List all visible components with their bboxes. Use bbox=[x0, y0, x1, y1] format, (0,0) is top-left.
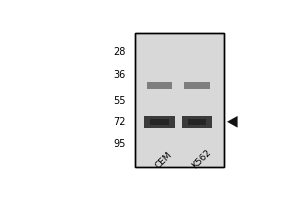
Text: CEM: CEM bbox=[153, 150, 173, 170]
Bar bbox=[182, 116, 212, 128]
Bar bbox=[151, 119, 169, 125]
Text: 28: 28 bbox=[113, 47, 126, 57]
Bar bbox=[147, 82, 172, 89]
Bar bbox=[135, 33, 224, 167]
Bar bbox=[135, 33, 224, 167]
Bar bbox=[184, 82, 209, 89]
Bar bbox=[145, 116, 175, 128]
Text: 55: 55 bbox=[113, 96, 126, 106]
Text: 72: 72 bbox=[113, 117, 126, 127]
Polygon shape bbox=[227, 116, 238, 128]
Text: K562: K562 bbox=[190, 148, 213, 170]
Bar bbox=[188, 119, 206, 125]
Text: 36: 36 bbox=[114, 70, 126, 80]
Text: 95: 95 bbox=[113, 139, 126, 149]
